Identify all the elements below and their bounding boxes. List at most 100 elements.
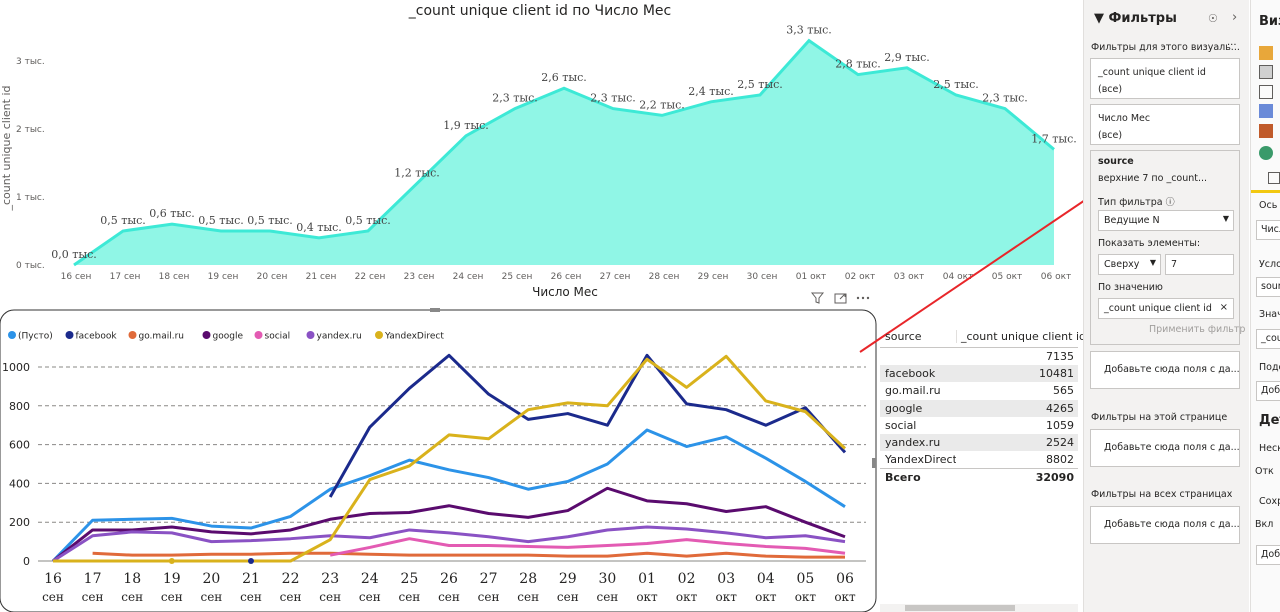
- col-header-count[interactable]: _count unique client id: [956, 330, 1086, 343]
- filter-icon[interactable]: [810, 292, 825, 304]
- top-data-label: 0,0 тыс.: [51, 248, 97, 261]
- filter-card-source[interactable]: source верхние 7 по _count... Тип фильтр…: [1090, 150, 1245, 345]
- series-line[interactable]: [329, 537, 846, 557]
- filter-card-month-name: Число Мес: [1098, 113, 1151, 124]
- by-value-field[interactable]: _count unique client id ×: [1098, 298, 1234, 319]
- legend-item[interactable]: yandex.ru: [317, 332, 362, 342]
- show-items-direction-select[interactable]: Сверху ▼: [1098, 254, 1161, 275]
- series-line[interactable]: [328, 353, 847, 498]
- table-cell-count: 565: [1053, 384, 1074, 398]
- table-row[interactable]: social 1059: [880, 417, 1078, 434]
- show-items-count-input[interactable]: 7: [1165, 254, 1234, 275]
- table-icon[interactable]: [1259, 104, 1273, 118]
- top-x-tick-label: 26 сен: [551, 272, 582, 282]
- legend-item[interactable]: social: [265, 332, 291, 342]
- top-x-tick-label: 29 сен: [698, 272, 729, 282]
- bottom-x-tick-day: 06: [836, 571, 854, 587]
- axis-field[interactable]: Числ: [1256, 220, 1280, 240]
- bottom-y-tick-label: 800: [9, 400, 30, 413]
- top-data-label: 2,5 тыс.: [933, 78, 979, 91]
- off-toggle[interactable]: Отк: [1255, 466, 1274, 477]
- stacked-bar-icon[interactable]: [1259, 46, 1273, 60]
- bottom-x-tick-month: окт: [755, 590, 777, 604]
- total-value: 32090: [1035, 470, 1074, 484]
- resize-handle-icon[interactable]: [430, 308, 440, 312]
- top-data-label: 0,4 тыс.: [296, 221, 342, 234]
- bottom-y-tick-label: 1000: [2, 361, 30, 374]
- table-cell-count: 2524: [1046, 436, 1074, 450]
- series-line[interactable]: [53, 354, 847, 563]
- series-line[interactable]: [52, 525, 846, 563]
- add-fields-page[interactable]: Добавьте сюда поля с да...: [1090, 429, 1240, 467]
- section-more-icon[interactable]: ···: [1227, 40, 1237, 51]
- close-icon[interactable]: ×: [1219, 302, 1228, 313]
- top-x-tick-label: 06 окт: [1041, 272, 1072, 282]
- table-scrollbar-thumb[interactable]: [905, 605, 1015, 611]
- values-field[interactable]: _cou: [1256, 329, 1280, 349]
- legend-field[interactable]: sour: [1256, 277, 1280, 297]
- legend-marker: [65, 331, 74, 339]
- table-row[interactable]: yandex.ru 2524: [880, 433, 1078, 452]
- table-row[interactable]: facebook 10481: [880, 365, 1078, 383]
- on-toggle[interactable]: Вкл: [1255, 519, 1274, 530]
- table-cell-source: YandexDirect: [885, 453, 956, 467]
- keep-label: Сохр: [1259, 496, 1280, 507]
- bottom-x-tick-month: сен: [557, 590, 579, 604]
- more-options-icon[interactable]: [856, 296, 870, 300]
- filter-card-month[interactable]: Число Мес (все): [1090, 104, 1240, 145]
- chevron-down-icon: ▼: [1222, 214, 1229, 223]
- series-point: [248, 558, 254, 564]
- eye-icon[interactable]: ☉: [1208, 12, 1218, 25]
- add-fields-visual[interactable]: Добавьте сюда поля с да...: [1090, 351, 1240, 389]
- source-table[interactable]: source _count unique client id 7135 faceb…: [880, 326, 1086, 486]
- legend-item[interactable]: google: [213, 332, 244, 342]
- top-chart-title: _count unique client id по Число Мес: [408, 3, 671, 19]
- series-line[interactable]: [51, 428, 846, 563]
- legend-item[interactable]: facebook: [76, 332, 118, 342]
- col-header-source[interactable]: source: [885, 330, 922, 343]
- section-visual-filters: Фильтры для этого визуаль...: [1091, 42, 1240, 53]
- matrix-icon[interactable]: [1259, 124, 1273, 138]
- table-row[interactable]: google 4265: [880, 399, 1078, 417]
- collapse-pane-icon[interactable]: ›: [1232, 10, 1238, 25]
- legend-item[interactable]: go.mail.ru: [139, 332, 184, 342]
- top-data-label: 0,5 тыс.: [345, 214, 391, 227]
- tooltips-field[interactable]: Доб: [1256, 381, 1280, 401]
- viz-title: Виз: [1259, 14, 1280, 29]
- fields-tab-icon[interactable]: [1268, 172, 1280, 184]
- table-row[interactable]: 7135: [880, 348, 1078, 365]
- top-chart-ylabel: _count unique client id: [0, 86, 13, 212]
- table-row[interactable]: go.mail.ru 565: [880, 382, 1078, 399]
- series-line[interactable]: [52, 486, 846, 563]
- legend-item[interactable]: YandexDirect: [384, 332, 444, 342]
- legend-marker: [254, 331, 263, 339]
- filter-card-count[interactable]: _count unique client id (все): [1090, 58, 1240, 99]
- map-icon[interactable]: [1259, 146, 1273, 160]
- table-cell-count: 1059: [1046, 418, 1074, 432]
- top-data-label: 2,6 тыс.: [541, 71, 587, 84]
- add-fields-all[interactable]: Добавьте сюда поля с да...: [1090, 506, 1240, 544]
- bottom-x-tick-month: сен: [438, 590, 460, 604]
- top-data-label: 2,3 тыс.: [492, 92, 538, 105]
- add-drillthrough-field[interactable]: Доб: [1256, 545, 1280, 565]
- apply-filter-button[interactable]: Применить фильтр: [1149, 324, 1246, 335]
- filter-card-source-value: верхние 7 по _count...: [1098, 173, 1208, 184]
- bottom-y-tick-label: 400: [9, 477, 30, 490]
- area-chart-icon[interactable]: [1259, 85, 1273, 99]
- top-area-chart[interactable]: _count unique client id по Число Мес _co…: [0, 3, 1077, 299]
- line-chart-icon[interactable]: [1259, 65, 1273, 79]
- bottom-line-chart[interactable]: (Пусто) facebook go.mail.ru google social yan…: [0, 292, 877, 612]
- bottom-x-tick-day: 28: [519, 571, 537, 587]
- series-line[interactable]: [92, 551, 845, 559]
- table-row[interactable]: YandexDirect 8802: [880, 451, 1078, 468]
- filter-type-select[interactable]: Ведущие N ▼: [1098, 210, 1234, 231]
- legend-marker: [128, 331, 137, 339]
- focus-mode-icon[interactable]: [834, 293, 847, 304]
- resize-handle-right-icon[interactable]: [872, 458, 876, 468]
- filter-card-count-value: (все): [1098, 84, 1123, 95]
- top-data-label: 2,8 тыс.: [835, 58, 881, 71]
- chevron-down-icon: ▼: [1149, 258, 1156, 267]
- bottom-x-tick-day: 26: [440, 571, 458, 587]
- top-x-tick-label: 19 сен: [208, 272, 239, 282]
- legend-item[interactable]: (Пусто): [18, 332, 53, 342]
